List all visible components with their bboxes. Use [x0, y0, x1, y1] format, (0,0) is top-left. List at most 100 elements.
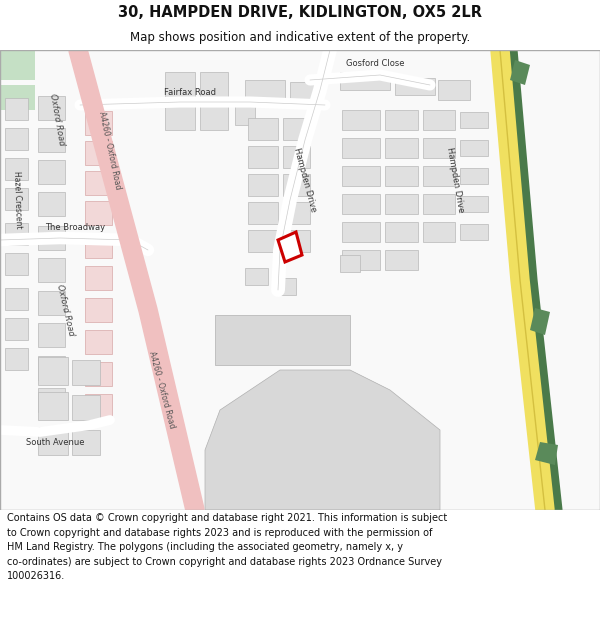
- Polygon shape: [72, 360, 100, 385]
- Polygon shape: [5, 288, 28, 310]
- Polygon shape: [0, 50, 600, 510]
- Polygon shape: [165, 102, 195, 130]
- Polygon shape: [460, 224, 488, 240]
- Polygon shape: [460, 140, 488, 156]
- Polygon shape: [38, 192, 65, 216]
- Polygon shape: [530, 308, 550, 335]
- Polygon shape: [85, 234, 112, 258]
- Polygon shape: [423, 110, 455, 130]
- Polygon shape: [395, 78, 435, 95]
- Text: Hampden Drive: Hampden Drive: [445, 147, 465, 213]
- Polygon shape: [385, 194, 418, 214]
- Polygon shape: [278, 278, 296, 295]
- Polygon shape: [535, 442, 558, 465]
- Polygon shape: [85, 362, 112, 386]
- Polygon shape: [5, 98, 28, 120]
- Polygon shape: [290, 82, 320, 102]
- Polygon shape: [72, 395, 100, 420]
- Polygon shape: [85, 141, 112, 165]
- Polygon shape: [85, 201, 112, 225]
- Text: Fairfax Road: Fairfax Road: [164, 88, 216, 97]
- Polygon shape: [38, 128, 65, 152]
- Polygon shape: [385, 222, 418, 242]
- Polygon shape: [85, 111, 112, 135]
- Polygon shape: [340, 72, 390, 90]
- Polygon shape: [85, 171, 112, 195]
- Polygon shape: [5, 188, 28, 210]
- Polygon shape: [38, 291, 65, 315]
- Polygon shape: [385, 138, 418, 158]
- Polygon shape: [5, 348, 28, 370]
- Polygon shape: [85, 266, 112, 290]
- Polygon shape: [5, 253, 28, 275]
- Polygon shape: [245, 268, 268, 285]
- Polygon shape: [5, 158, 28, 180]
- Polygon shape: [245, 80, 285, 100]
- Polygon shape: [248, 118, 278, 140]
- Polygon shape: [205, 370, 440, 510]
- Polygon shape: [235, 102, 255, 125]
- Polygon shape: [385, 110, 418, 130]
- Polygon shape: [215, 315, 350, 365]
- Polygon shape: [283, 230, 310, 252]
- Polygon shape: [340, 255, 360, 272]
- Polygon shape: [38, 226, 65, 250]
- Polygon shape: [38, 323, 65, 347]
- Text: Hazel Crescent: Hazel Crescent: [13, 171, 23, 229]
- Polygon shape: [510, 60, 530, 85]
- Polygon shape: [85, 394, 112, 418]
- Text: A4260 - Oxford Road: A4260 - Oxford Road: [97, 110, 122, 190]
- Polygon shape: [342, 250, 380, 270]
- Text: Oxford Road: Oxford Road: [55, 283, 76, 337]
- Text: Contains OS data © Crown copyright and database right 2021. This information is : Contains OS data © Crown copyright and d…: [7, 514, 448, 581]
- Polygon shape: [38, 258, 65, 282]
- Polygon shape: [460, 168, 488, 184]
- Text: Hampden Drive: Hampden Drive: [292, 147, 318, 213]
- Polygon shape: [0, 50, 35, 80]
- Polygon shape: [38, 160, 65, 184]
- Polygon shape: [278, 232, 302, 262]
- Polygon shape: [165, 72, 195, 98]
- Polygon shape: [38, 388, 65, 412]
- Polygon shape: [0, 85, 35, 110]
- Polygon shape: [38, 96, 65, 120]
- Polygon shape: [342, 194, 380, 214]
- Polygon shape: [423, 194, 455, 214]
- Polygon shape: [5, 128, 28, 150]
- Polygon shape: [460, 112, 488, 128]
- Polygon shape: [248, 202, 278, 224]
- Text: 30, HAMPDEN DRIVE, KIDLINGTON, OX5 2LR: 30, HAMPDEN DRIVE, KIDLINGTON, OX5 2LR: [118, 5, 482, 20]
- Polygon shape: [85, 330, 112, 354]
- Polygon shape: [385, 166, 418, 186]
- Polygon shape: [385, 250, 418, 270]
- Polygon shape: [38, 392, 68, 420]
- Polygon shape: [38, 427, 68, 455]
- Text: Map shows position and indicative extent of the property.: Map shows position and indicative extent…: [130, 31, 470, 44]
- Polygon shape: [38, 356, 65, 380]
- Polygon shape: [200, 72, 228, 98]
- Polygon shape: [200, 102, 228, 130]
- Polygon shape: [342, 166, 380, 186]
- Polygon shape: [283, 118, 310, 140]
- Polygon shape: [5, 223, 28, 245]
- Polygon shape: [423, 222, 455, 242]
- Polygon shape: [283, 174, 310, 196]
- Polygon shape: [72, 430, 100, 455]
- Polygon shape: [5, 318, 28, 340]
- Polygon shape: [423, 138, 455, 158]
- Text: The Broadway: The Broadway: [45, 223, 105, 232]
- Polygon shape: [438, 80, 470, 100]
- Polygon shape: [283, 202, 310, 224]
- Text: Gosford Close: Gosford Close: [346, 59, 404, 68]
- Polygon shape: [248, 146, 278, 168]
- Text: South Avenue: South Avenue: [26, 438, 84, 447]
- Text: A4260 - Oxford Road: A4260 - Oxford Road: [148, 351, 176, 429]
- Polygon shape: [342, 110, 380, 130]
- Polygon shape: [248, 174, 278, 196]
- Polygon shape: [85, 298, 112, 322]
- Polygon shape: [342, 138, 380, 158]
- Polygon shape: [423, 166, 455, 186]
- Polygon shape: [460, 196, 488, 212]
- Polygon shape: [248, 230, 278, 252]
- Polygon shape: [342, 222, 380, 242]
